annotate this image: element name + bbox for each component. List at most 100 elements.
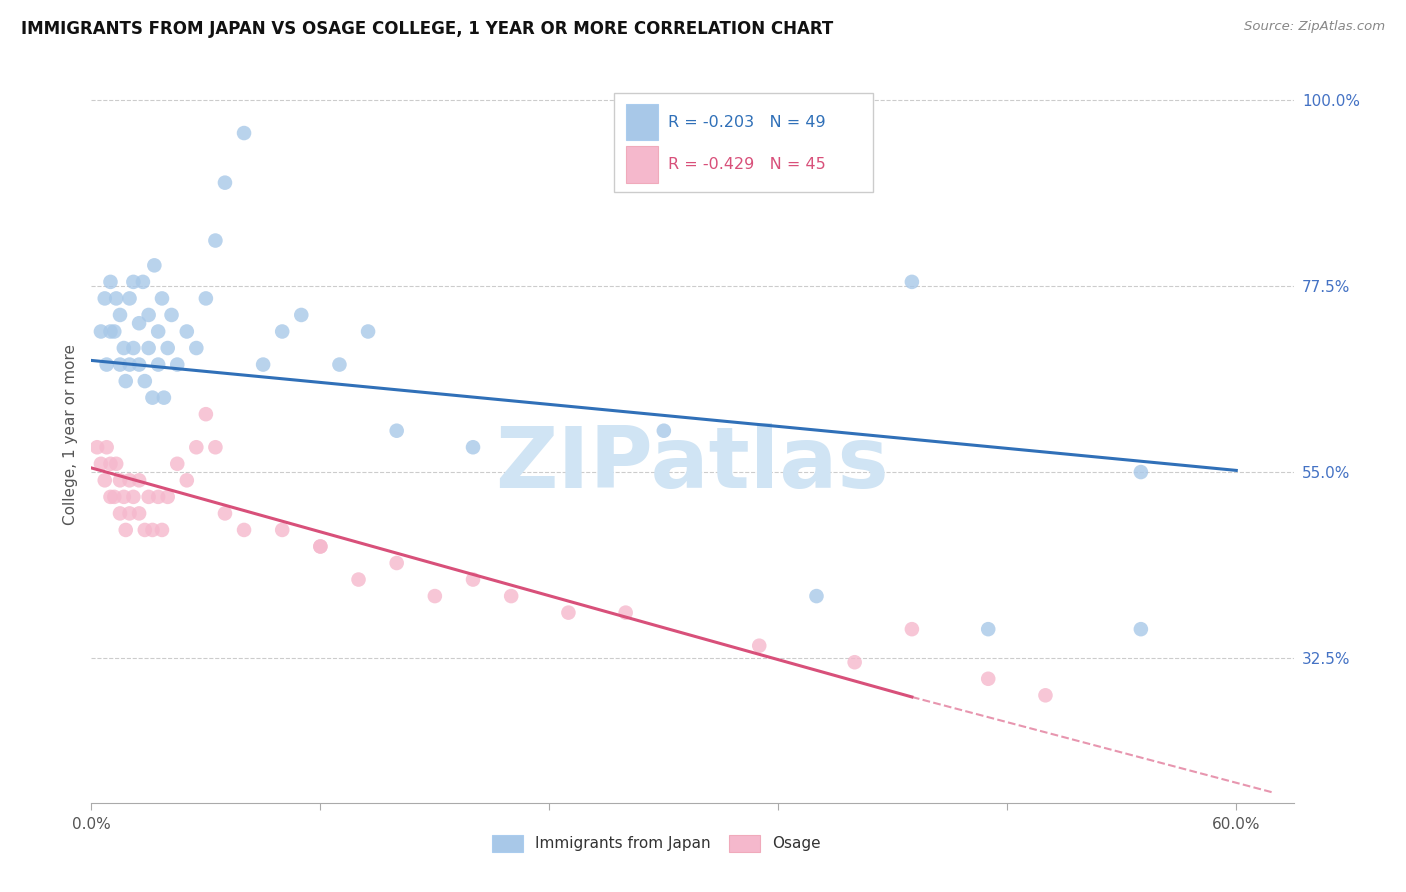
Point [153,391,176,405]
Text: ZIPatlas: ZIPatlas [495,423,890,506]
Point [214,507,236,521]
Point [122,490,145,504]
FancyBboxPatch shape [626,146,658,183]
Point [105,292,128,306]
Point [141,391,163,405]
Legend: Immigrants from Japan, Osage: Immigrants from Japan, Osage [486,829,827,858]
Point [141,523,163,537]
Point [1129,622,1152,636]
Point [557,606,579,620]
Point [93,292,115,306]
Point [309,540,332,554]
Point [132,275,155,289]
Text: R = -0.203   N = 49: R = -0.203 N = 49 [668,114,827,129]
Point [138,490,160,504]
Point [86,440,108,454]
Point [194,292,217,306]
Point [901,275,924,289]
Point [90,457,112,471]
Point [614,606,637,620]
Point [156,490,179,504]
Point [156,341,179,355]
Point [501,589,523,603]
Point [194,407,217,421]
Point [1129,465,1152,479]
Point [214,176,236,190]
Point [122,341,145,355]
Point [100,325,122,339]
Point [233,523,256,537]
Point [93,473,115,487]
Point [100,490,122,504]
Point [148,490,170,504]
Point [290,308,312,322]
Point [128,358,150,372]
Point [134,523,156,537]
Point [118,473,141,487]
Point [138,341,160,355]
Point [357,325,380,339]
Point [328,358,350,372]
Point [461,440,484,454]
Point [271,325,294,339]
Point [108,358,131,372]
Point [204,234,226,248]
Point [112,490,135,504]
Point [138,308,160,322]
Point [108,308,131,322]
Point [166,457,188,471]
Point [103,325,125,339]
Point [108,473,131,487]
FancyBboxPatch shape [614,93,873,192]
Point [118,507,141,521]
Point [233,126,256,140]
Point [150,292,173,306]
Point [118,358,141,372]
Text: IMMIGRANTS FROM JAPAN VS OSAGE COLLEGE, 1 YEAR OR MORE CORRELATION CHART: IMMIGRANTS FROM JAPAN VS OSAGE COLLEGE, … [21,20,834,37]
Point [901,622,924,636]
Point [143,258,166,272]
Point [148,358,170,372]
Point [252,358,274,372]
Point [114,374,136,388]
Point [748,639,770,653]
Point [271,523,294,537]
Point [112,341,135,355]
Point [96,358,118,372]
Point [118,292,141,306]
Point [461,573,484,587]
Point [385,424,408,438]
Point [204,440,226,454]
Point [90,325,112,339]
Point [186,341,208,355]
Text: Source: ZipAtlas.com: Source: ZipAtlas.com [1244,20,1385,33]
Point [176,325,198,339]
Point [128,473,150,487]
Text: R = -0.429   N = 45: R = -0.429 N = 45 [668,157,827,172]
Point [1035,688,1057,702]
Point [103,490,125,504]
Point [347,573,370,587]
Point [150,523,173,537]
Point [176,473,198,487]
Point [423,589,446,603]
Point [128,316,150,330]
Point [100,275,122,289]
Point [148,325,170,339]
Point [122,275,145,289]
Point [96,440,118,454]
Point [114,523,136,537]
Point [100,457,122,471]
Point [105,457,128,471]
Y-axis label: College, 1 year or more: College, 1 year or more [62,344,77,525]
Point [309,540,332,554]
Point [108,507,131,521]
Point [806,589,828,603]
Point [977,622,1000,636]
Point [385,556,408,570]
Point [652,424,675,438]
Point [844,655,866,669]
Point [977,672,1000,686]
Point [128,507,150,521]
FancyBboxPatch shape [626,103,658,140]
